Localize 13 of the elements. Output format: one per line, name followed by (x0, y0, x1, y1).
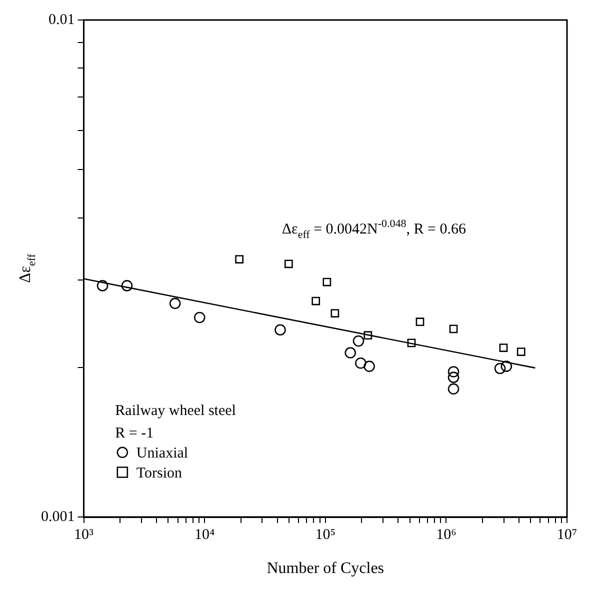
y-axis-title: Δεeff (17, 254, 38, 284)
x-tick-label: 10⁷ (556, 526, 578, 543)
x-axis-title: Number of Cycles (266, 560, 384, 577)
x-tick-label: 10³ (74, 526, 94, 543)
x-tick-label: 10⁶ (436, 526, 456, 543)
x-tick-label: 10⁵ (315, 526, 336, 543)
y-tick-label: 0.001 (41, 508, 75, 525)
annotation: R = -1 (115, 425, 154, 442)
legend-label: Torsion (136, 465, 183, 482)
legend-label: Uniaxial (136, 445, 188, 462)
x-tick-label: 10⁴ (194, 526, 215, 543)
y-tick-label: 0.01 (48, 12, 75, 28)
annotation: Railway wheel steel (115, 403, 236, 420)
